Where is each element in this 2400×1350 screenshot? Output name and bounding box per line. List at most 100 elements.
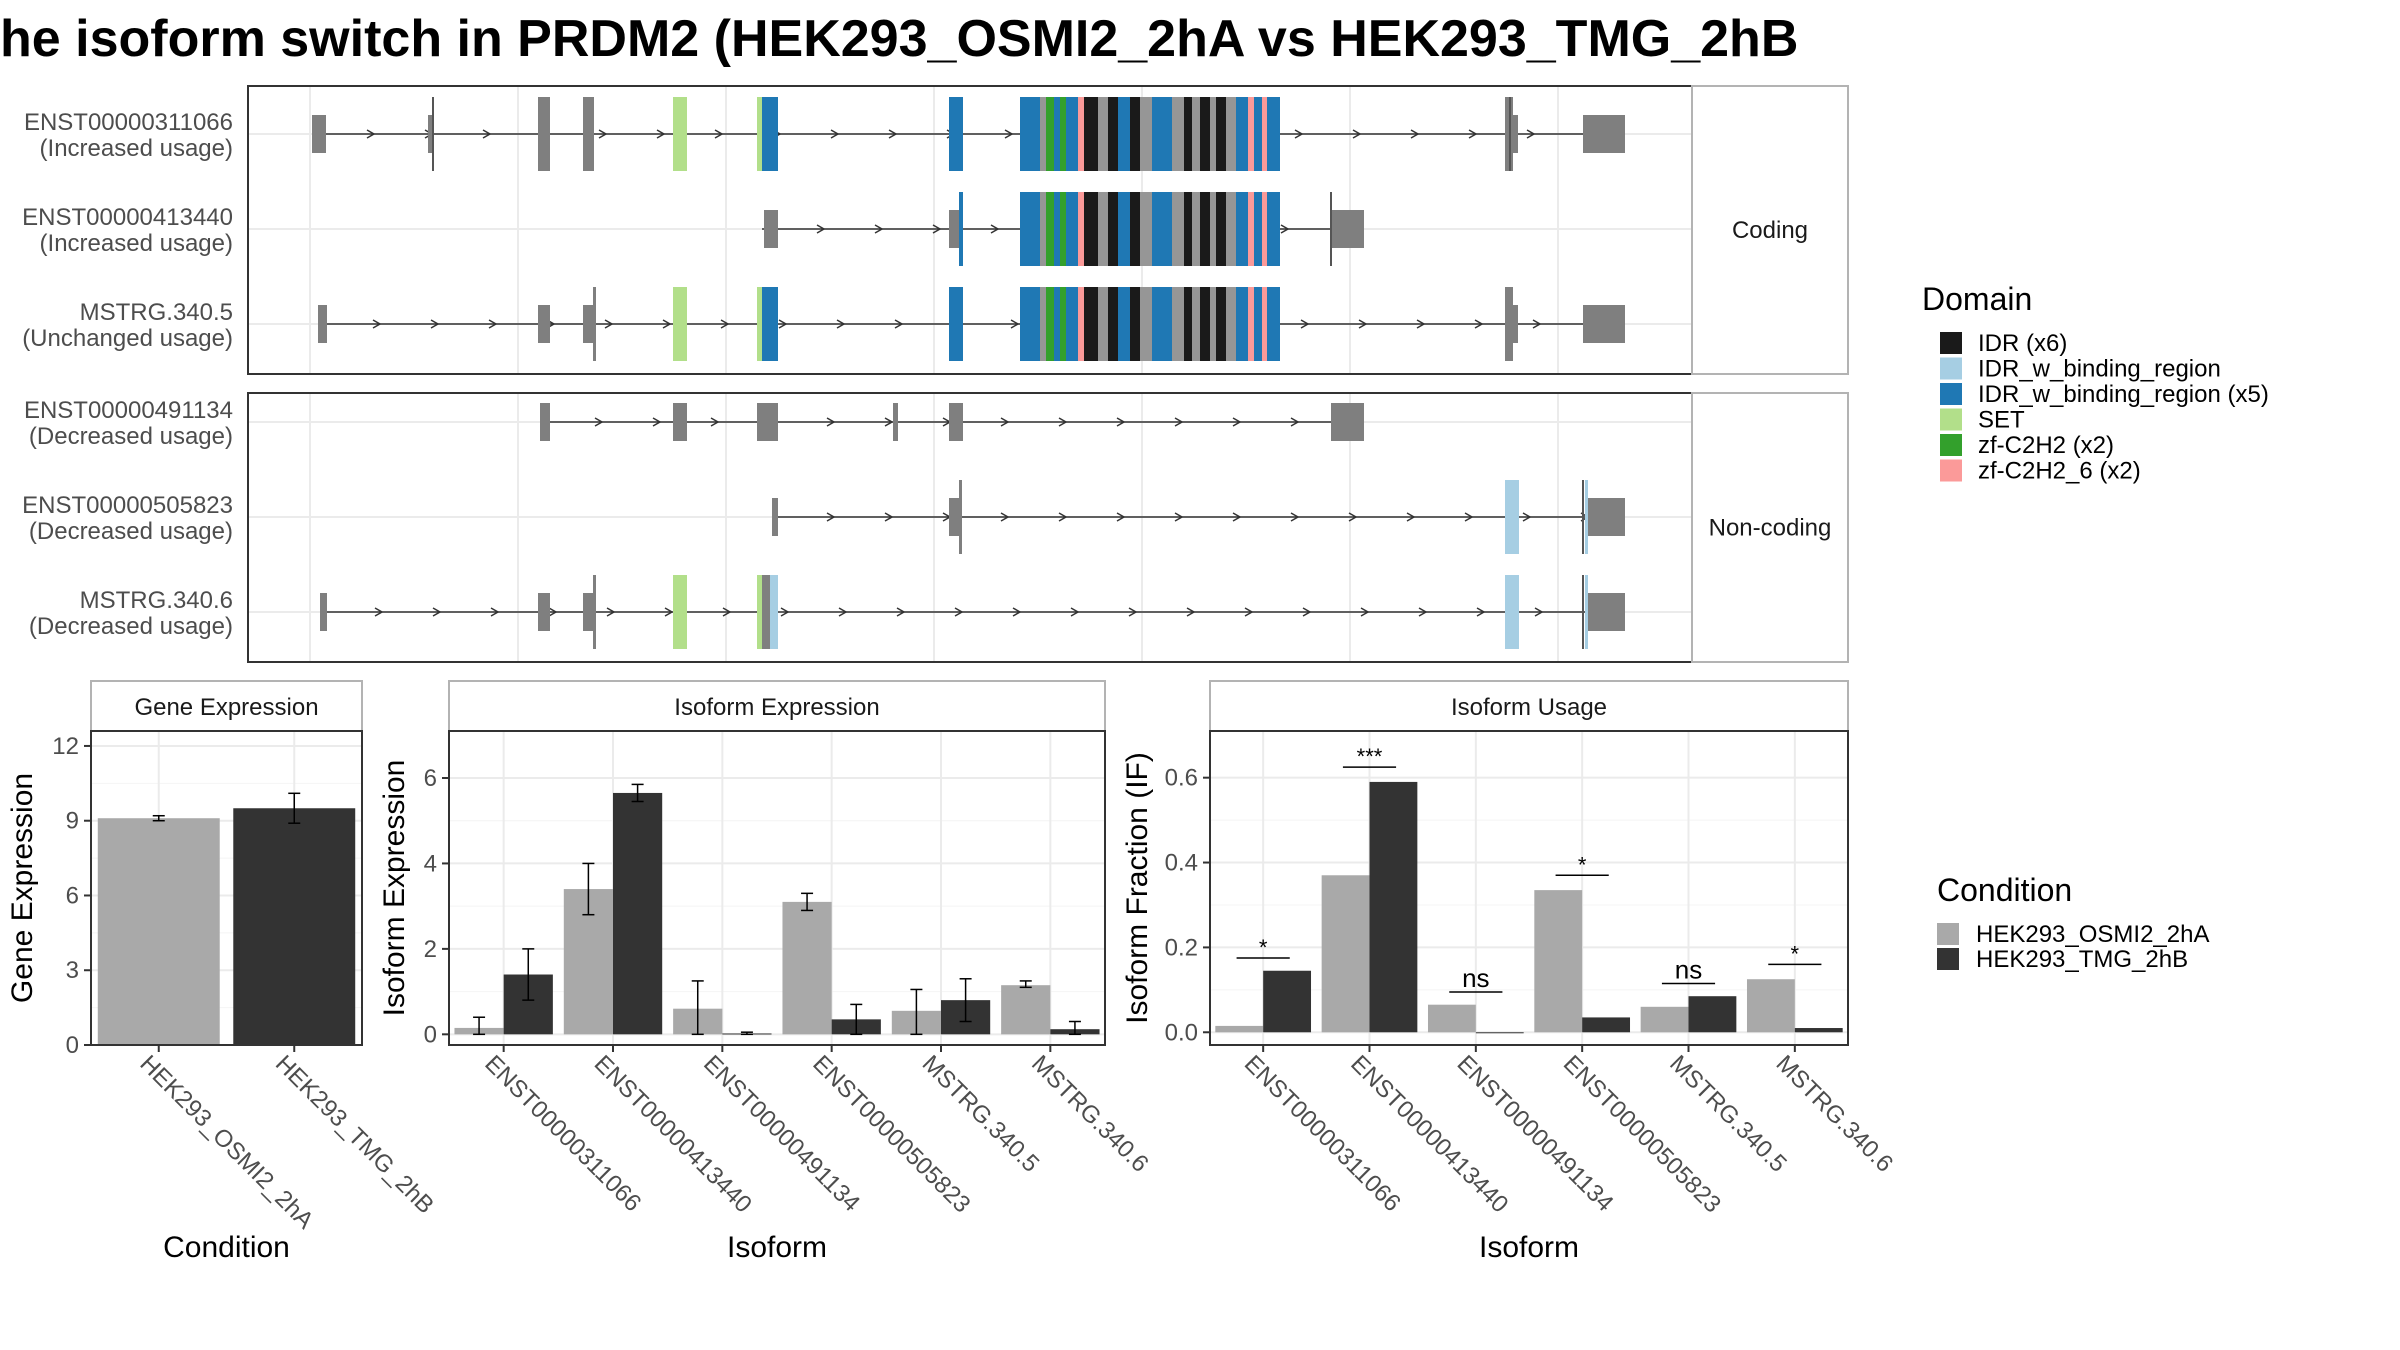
direction-arrow <box>604 319 614 329</box>
direction-arrow <box>1352 129 1362 139</box>
direction-arrow <box>1058 417 1068 427</box>
direction-arrow <box>884 512 894 522</box>
y-tick-label: 0 <box>66 1032 79 1059</box>
exon <box>583 593 593 631</box>
domain-segment <box>1184 192 1192 266</box>
direction-arrow <box>1464 512 1474 522</box>
direction-arrow <box>598 129 608 139</box>
direction-arrow <box>932 224 942 234</box>
domain-segment <box>1046 97 1054 171</box>
domain-segment <box>1262 192 1267 266</box>
domain-legend-swatch <box>1940 459 1962 482</box>
domain-segment <box>757 287 762 361</box>
direction-arrow <box>488 319 498 329</box>
exon <box>959 480 962 554</box>
direction-arrow <box>1294 129 1304 139</box>
domain-segment <box>1084 287 1098 361</box>
domain-segment <box>1172 192 1184 266</box>
domain-segment <box>673 287 687 361</box>
domain-segment <box>1020 192 1040 266</box>
domain-segment <box>1200 97 1210 171</box>
domain-segment <box>1152 287 1172 361</box>
direction-arrow <box>1290 512 1300 522</box>
exon <box>762 575 770 649</box>
direction-arrow <box>826 512 836 522</box>
direction-arrow <box>548 607 558 617</box>
significance-label: ns <box>1675 954 1702 984</box>
exon <box>428 115 434 153</box>
y-tick-label: 6 <box>66 882 79 909</box>
direction-arrow <box>714 129 724 139</box>
domain-segment <box>1505 480 1519 554</box>
domain-segment <box>1216 97 1226 171</box>
domain-segment <box>1248 97 1254 171</box>
significance-label: ns <box>1462 963 1489 993</box>
domain-segment <box>1184 97 1192 171</box>
direction-arrow <box>374 607 384 617</box>
direction-arrow <box>1410 129 1420 139</box>
bar <box>613 792 663 1035</box>
domain-segment <box>1200 287 1210 361</box>
domain-segment <box>1248 192 1254 266</box>
significance-label: *** <box>1357 744 1383 769</box>
domain-legend-swatch <box>1940 357 1962 380</box>
y-tick-label: 3 <box>66 957 79 984</box>
direction-arrow <box>490 607 500 617</box>
domain-segment <box>770 97 778 171</box>
isoform-usage-label: (Increased usage) <box>40 135 233 162</box>
domain-segment <box>1098 287 1108 361</box>
isoform-usage-panel: Isoform Usage0.00.20.40.6****ns*ns*ENST0… <box>1121 680 1898 1264</box>
domain-segment <box>1184 287 1192 361</box>
condition-legend-swatch <box>1937 923 1959 945</box>
direction-arrow <box>894 319 904 329</box>
domain-segment <box>1152 192 1172 266</box>
isoform-name-label: ENST00000505823 <box>22 492 233 519</box>
exon <box>1588 593 1625 631</box>
direction-arrow <box>1000 417 1010 427</box>
bar <box>1688 996 1737 1033</box>
domain-legend-label: zf-C2H2_6 (x2) <box>1978 458 2141 485</box>
exon <box>1331 403 1364 441</box>
domain-segment <box>1226 287 1236 361</box>
domain-segment <box>1172 97 1184 171</box>
isoform-usage-label: (Unchanged usage) <box>22 325 233 352</box>
domain-segment <box>1020 287 1040 361</box>
domain-segment <box>770 575 778 649</box>
bar <box>1215 1025 1264 1033</box>
domain-legend-title: Domain <box>1922 281 2032 317</box>
direction-arrow <box>664 607 674 617</box>
x-axis-title: Isoform <box>727 1231 827 1264</box>
exon <box>538 593 550 631</box>
exon <box>318 305 327 343</box>
domain-segment <box>1060 97 1066 171</box>
domain-segment <box>1236 287 1248 361</box>
domain-segment <box>757 97 762 171</box>
direction-arrow <box>652 417 662 427</box>
domain-segment <box>1054 287 1060 361</box>
bar <box>1794 1028 1843 1033</box>
domain-segment <box>1226 97 1236 171</box>
direction-arrow <box>874 224 884 234</box>
plot-background <box>1210 731 1848 1045</box>
domain-segment <box>1060 192 1066 266</box>
direction-arrow <box>954 607 964 617</box>
domain-segment <box>762 97 770 171</box>
domain-segment <box>1254 192 1262 266</box>
domain-legend-label: zf-C2H2 (x2) <box>1978 432 2114 459</box>
domain-segment <box>1192 97 1200 171</box>
bar <box>1640 1006 1689 1033</box>
direction-arrow <box>720 319 730 329</box>
domain-segment <box>1130 97 1140 171</box>
y-axis-title: Isoform Fraction (IF) <box>1121 752 1154 1024</box>
exon <box>673 403 687 441</box>
direction-arrow <box>816 224 826 234</box>
direction-arrow <box>990 224 1000 234</box>
domain-segment <box>1066 287 1078 361</box>
isoform-name-label: MSTRG.340.5 <box>80 299 233 326</box>
y-tick-label: 6 <box>424 765 437 792</box>
direction-arrow <box>888 129 898 139</box>
plot-border <box>90 730 363 1046</box>
bar <box>1534 890 1583 1033</box>
direction-arrow <box>710 417 720 427</box>
domain-segment <box>1118 97 1130 171</box>
